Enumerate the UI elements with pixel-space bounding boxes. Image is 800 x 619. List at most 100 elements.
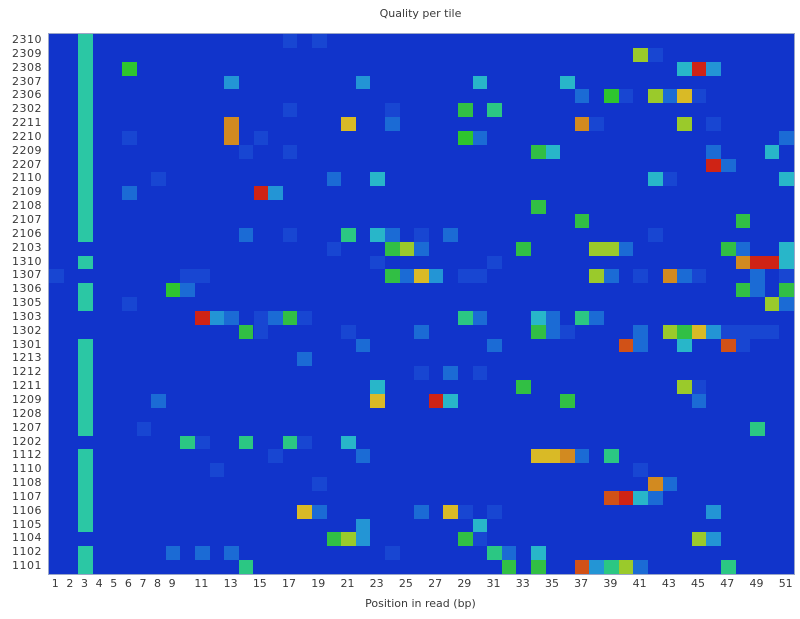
y-tick-label: 2307 [12, 74, 42, 88]
heatmap-cell [662, 172, 678, 187]
y-tick-label: 2310 [12, 33, 42, 46]
heatmap-cell [180, 435, 196, 450]
stripe-cell [78, 283, 93, 298]
y-tick-label: 1310 [12, 254, 42, 268]
heatmap-cell [706, 144, 721, 159]
x-tick-label: 49 [749, 577, 764, 590]
x-tick-label: 31 [486, 577, 501, 590]
x-tick-label: 41 [632, 577, 647, 590]
heatmap-cell [151, 172, 166, 187]
x-tick-label: 8 [154, 577, 162, 590]
heatmap-cell [574, 560, 590, 574]
y-tick-label: 2108 [12, 199, 42, 213]
heatmap-cell [618, 560, 634, 574]
heatmap-cell [618, 490, 634, 505]
stripe-cell [78, 117, 93, 131]
x-tick-label: 25 [398, 577, 413, 590]
heatmap-cell [531, 144, 546, 159]
heatmap-cell [531, 324, 546, 339]
heatmap-cell [472, 532, 488, 547]
heatmap-cell [589, 241, 605, 256]
heatmap-cell [355, 518, 371, 533]
heatmap-cell [414, 241, 429, 256]
heatmap-cell [589, 560, 605, 574]
heatmap-cell [720, 324, 736, 339]
heatmap-cell [647, 490, 663, 505]
heatmap-cell [633, 463, 648, 478]
stripe-cell [78, 297, 93, 311]
x-tick-label: 9 [168, 577, 176, 590]
heatmap-cell [355, 532, 371, 547]
heatmap-cell [384, 269, 400, 284]
heatmap-cell [662, 324, 678, 339]
stripe-cell [78, 186, 93, 201]
stripe-cell [78, 490, 93, 505]
x-tick-label: 45 [691, 577, 706, 590]
y-tick-label: 2209 [12, 143, 42, 157]
heatmap-cell [268, 310, 283, 325]
heatmap-cell [720, 560, 736, 574]
heatmap-cell [604, 490, 619, 505]
y-tick-label: 1208 [12, 406, 42, 420]
y-tick-label: 1107 [12, 489, 42, 503]
heatmap-cell [487, 338, 502, 353]
heatmap-cell [370, 394, 385, 408]
y-tick-label: 1306 [12, 282, 42, 296]
heatmap-cell [677, 338, 692, 353]
heatmap-cell [458, 130, 473, 145]
heatmap-cell [370, 227, 385, 242]
heatmap-cell [472, 310, 488, 325]
heatmap-cell [341, 117, 356, 131]
x-axis-tick-labels: 1 2 3 4 5 6 7 8 9 11 13 15 17 19 21 23 25 27 29 31 33 35 37 39 4… [48, 577, 793, 591]
heatmap-cell [253, 130, 269, 145]
stripe-cell [78, 518, 93, 533]
y-tick-label: 2306 [12, 88, 42, 102]
y-tick-label: 2210 [12, 129, 42, 143]
heatmap-cell [472, 269, 488, 284]
y-tick-label: 2103 [12, 240, 42, 254]
y-tick-label: 1106 [12, 503, 42, 517]
heatmap-cell [677, 324, 692, 339]
heatmap-cell [209, 463, 225, 478]
heatmap-cell [311, 34, 327, 48]
heatmap-cell [735, 338, 751, 353]
heatmap-cell [224, 310, 239, 325]
heatmap-cell [604, 241, 619, 256]
heatmap-cell [472, 366, 488, 381]
heatmap-cell [706, 324, 721, 339]
heatmap-cell [589, 269, 605, 284]
x-tick-label: 6 [124, 577, 132, 590]
heatmap-cell [735, 283, 751, 298]
heatmap-cell [560, 324, 575, 339]
heatmap-cell [677, 89, 692, 104]
y-tick-label: 2107 [12, 213, 42, 226]
heatmap-cell [764, 297, 780, 311]
heatmap-cell [633, 269, 648, 284]
heatmap-cell [750, 283, 765, 298]
heatmap-cell [531, 310, 546, 325]
heatmap-cell [341, 227, 356, 242]
heatmap-cell [443, 394, 458, 408]
y-tick-label: 1207 [12, 420, 42, 434]
y-tick-label: 1202 [12, 434, 42, 448]
heatmap-cell [720, 241, 736, 256]
heatmap-cell [604, 269, 619, 284]
heatmap-cell [516, 241, 532, 256]
heatmap-cell [238, 435, 254, 450]
heatmap-cell [458, 103, 473, 118]
heatmap-cell [370, 172, 385, 187]
heatmap-cell [531, 200, 546, 214]
heatmap-cell [151, 394, 166, 408]
y-tick-label: 1105 [12, 517, 42, 531]
heatmap-cell [122, 297, 137, 311]
heatmap-cell [238, 324, 254, 339]
y-tick-label: 2211 [12, 116, 42, 130]
heatmap-cell [574, 117, 590, 131]
stripe-cell [78, 560, 93, 574]
stripe-cell [78, 227, 93, 242]
heatmap-cell [589, 310, 605, 325]
heatmap-cell [443, 504, 458, 519]
heatmap-cell [662, 477, 678, 491]
heatmap-cell [297, 504, 312, 519]
